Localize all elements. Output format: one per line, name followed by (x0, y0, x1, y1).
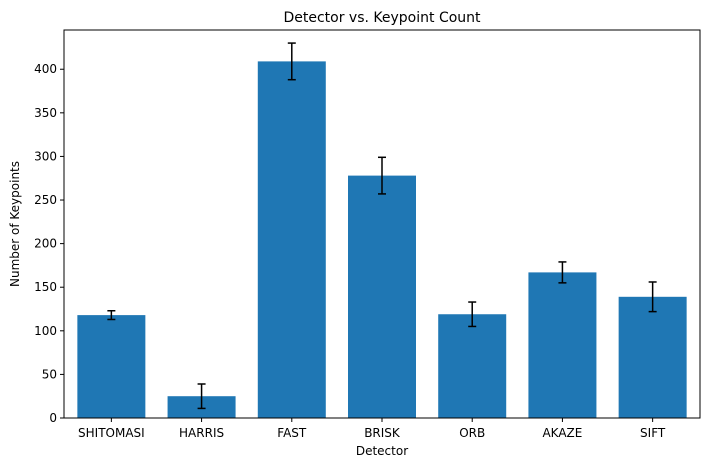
x-tick-label: AKAZE (542, 426, 582, 440)
bar (618, 296, 687, 418)
y-tick-label: 150 (34, 280, 57, 294)
bar (348, 175, 416, 418)
bar (257, 61, 326, 418)
plot-area: 0 50 100 150 200 250 300 350 400 SHITOMASI HARRIS F… (34, 29, 701, 440)
x-tick-label: SIFT (640, 426, 666, 440)
y-tick-label: 50 (42, 367, 57, 381)
bar (77, 315, 146, 418)
y-tick-label: 350 (34, 106, 57, 120)
bar (438, 314, 507, 418)
x-tick-label: SHITOMASI (78, 426, 145, 440)
x-tick-label: BRISK (364, 426, 401, 440)
bar (528, 272, 597, 418)
x-tick-label: ORB (459, 426, 485, 440)
x-tick-label: FAST (277, 426, 307, 440)
y-axis-label: Number of Keypoints (8, 161, 22, 287)
y-tick-label: 300 (34, 149, 57, 163)
y-tick-label: 100 (34, 324, 57, 338)
y-tick-label: 400 (34, 62, 57, 76)
y-tick-label: 200 (34, 237, 57, 251)
y-tick-label: 0 (49, 411, 57, 425)
chart-title: Detector vs. Keypoint Count (283, 10, 481, 26)
y-tick-label: 250 (34, 193, 57, 207)
x-tick-label: HARRIS (179, 426, 224, 440)
x-axis-label: Detector (356, 444, 408, 458)
